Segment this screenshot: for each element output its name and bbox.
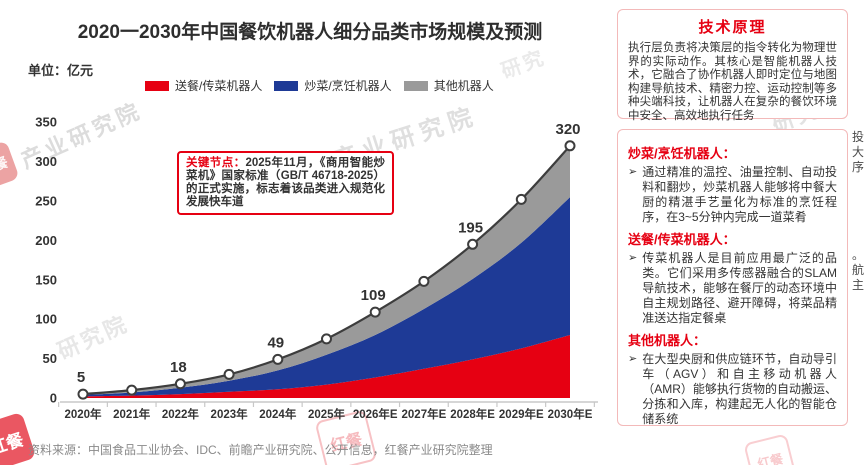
total-value-label: 49 <box>267 334 284 351</box>
legend-swatch-delivery <box>145 80 169 91</box>
data-point-marker <box>418 275 430 287</box>
x-tick-label: 2023年 <box>211 407 249 421</box>
clipped-glyph: 主 <box>852 278 865 292</box>
bullet-text: 通过精准的温控、油量控制、自动投料和翻炒，炒菜机器人能够将中餐大厨的精湛手艺量化… <box>642 165 837 224</box>
data-point-marker <box>272 353 284 365</box>
x-tick-label: 2022年 <box>162 407 200 421</box>
section-bullet-other: ➢ 在大型央厨和供应链环节，自动导引车（AGV）和自主移动机器人（AMR）能够执… <box>628 352 837 427</box>
data-point-marker <box>369 306 381 318</box>
y-tick-label: 350 <box>35 115 57 130</box>
y-tick-label: 50 <box>43 351 57 366</box>
y-tick-label: 150 <box>35 272 57 287</box>
annotation-label: 关键节点： <box>186 157 246 169</box>
total-value-label: 5 <box>77 369 85 386</box>
total-value-label: 18 <box>170 359 187 376</box>
x-tick-label: 2026年E <box>353 407 398 421</box>
data-markers <box>77 140 576 400</box>
area-band <box>83 197 570 397</box>
y-tick-label: 100 <box>35 312 57 327</box>
clipped-text-artifact: 。 航 主 <box>852 248 865 293</box>
legend-label: 送餐/传菜机器人 <box>175 79 263 93</box>
clipped-glyph: 航 <box>852 263 865 277</box>
section-bullet-cooking: ➢ 通过精准的温控、油量控制、自动投料和翻炒，炒菜机器人能够将中餐大厨的精湛手艺… <box>628 165 837 225</box>
total-value-label: 109 <box>361 287 386 304</box>
section-title-delivery: 送餐/传菜机器人： <box>628 232 736 247</box>
x-tick-label: 2028年E <box>450 407 495 421</box>
x-tick-label: 2027年E <box>402 407 447 421</box>
legend-swatch-other <box>403 80 428 91</box>
bullet-arrow-icon: ➢ <box>628 252 638 264</box>
legend-item-delivery: 送餐/传菜机器人 <box>145 77 262 94</box>
y-tick-label: 250 <box>35 194 57 209</box>
clipped-glyph: 投 <box>852 130 865 144</box>
clipped-glyph: 大 <box>852 145 865 159</box>
data-point-marker <box>126 384 138 396</box>
watermark-text: 研究 <box>498 46 550 84</box>
data-source-note: 资料来源：中国食品工业协会、IDC、前瞻产业研究院、公开信息，红餐产业研究院整理 <box>28 443 493 457</box>
tech-principle-panel: 技术原理 执行层负责将决策层的指令转化为物理世界的实际动作。其核心是智能机器人技… <box>617 9 848 122</box>
y-tick-label: 0 <box>50 391 57 406</box>
legend-swatch-cooking <box>274 80 299 91</box>
legend-item-cooking: 炒菜/烹饪机器人 <box>274 77 392 94</box>
bullet-arrow-icon: ➢ <box>628 166 638 178</box>
section-title-other: 其他机器人： <box>628 333 707 348</box>
data-point-marker <box>77 388 89 400</box>
panel-title: 技术原理 <box>698 19 767 36</box>
robot-categories-panel: 炒菜/烹饪机器人： ➢ 通过精准的温控、油量控制、自动投料和翻炒，炒菜机器人能够… <box>617 129 848 426</box>
unit-label: 单位：亿元 <box>28 63 94 78</box>
legend-label: 其他机器人 <box>433 79 494 93</box>
x-tick-label: 2030年E <box>548 407 593 421</box>
data-point-marker <box>467 238 479 250</box>
stacked-areas <box>83 145 570 398</box>
data-point-marker <box>564 140 576 152</box>
y-tick-label: 200 <box>35 233 57 248</box>
legend-label: 炒菜/烹饪机器人 <box>304 79 392 93</box>
area-band <box>83 335 570 398</box>
market-size-chart: 0 50 100 150 200 250 300 350 2020年 2021年 2022年 2023… <box>0 100 620 445</box>
y-tick-label: 300 <box>35 154 57 169</box>
area-band <box>83 145 570 395</box>
data-point-marker <box>174 378 186 390</box>
clipped-glyph: 序 <box>852 160 865 174</box>
x-tick-label: 2029年E <box>499 407 544 421</box>
clipped-text-artifact: 投 大 序 <box>852 130 865 175</box>
chart-svg: 0 50 100 150 200 250 300 350 2020年 2021年 2022年 2023… <box>35 115 598 421</box>
clipped-glyph: 。 <box>852 248 865 262</box>
axes: 0 50 100 150 200 250 300 350 2020年 2021年 2022年 2023… <box>35 115 598 421</box>
data-labels: 5 18 49 109 195 320 <box>77 121 581 386</box>
section-bullet-delivery: ➢ 传菜机器人是目前应用最广泛的品类。它们采用多传感器融合的SLAM导航技术，能… <box>628 251 837 326</box>
key-node-annotation: 关键节点：2025年11月，《商用智能炒菜机》国家标准（GB/T 46718-2… <box>177 151 394 215</box>
x-tick-label: 2025年 <box>308 407 346 421</box>
x-tick-label: 2024年 <box>259 407 297 421</box>
total-value-label: 195 <box>458 219 483 236</box>
annotation-text: 2025年11月，《商用智能炒菜机》国家标准（GB/T 46718-2025）的… <box>186 157 385 208</box>
data-point-marker <box>515 193 527 205</box>
chart-legend: 送餐/传菜机器人 炒菜/烹饪机器人 其他机器人 <box>145 77 494 94</box>
bullet-text: 在大型央厨和供应链环节，自动导引车（AGV）和自主移动机器人（AMR）能够执行货… <box>642 352 837 426</box>
legend-item-other: 其他机器人 <box>403 77 494 94</box>
panel-body: 执行层负责将决策层的指令转化为物理世界的实际动作。其核心是智能机器人技术，它融合… <box>628 42 837 122</box>
bullet-arrow-icon: ➢ <box>628 353 638 365</box>
section-title-cooking: 炒菜/烹饪机器人： <box>628 146 736 161</box>
bullet-text: 传菜机器人是目前应用最广泛的品类。它们采用多传感器融合的SLAM导航技术，能够在… <box>642 251 837 325</box>
x-tick-label: 2021年 <box>113 407 151 421</box>
page-title: 2020一2030年中国餐饮机器人细分品类市场规模及预测 <box>77 22 543 43</box>
data-point-marker <box>223 368 235 380</box>
data-point-marker <box>321 333 332 345</box>
x-tick-label: 2020年 <box>64 407 102 421</box>
brand-logo-watermark: 红餐 <box>743 433 797 465</box>
total-value-label: 320 <box>555 121 580 138</box>
